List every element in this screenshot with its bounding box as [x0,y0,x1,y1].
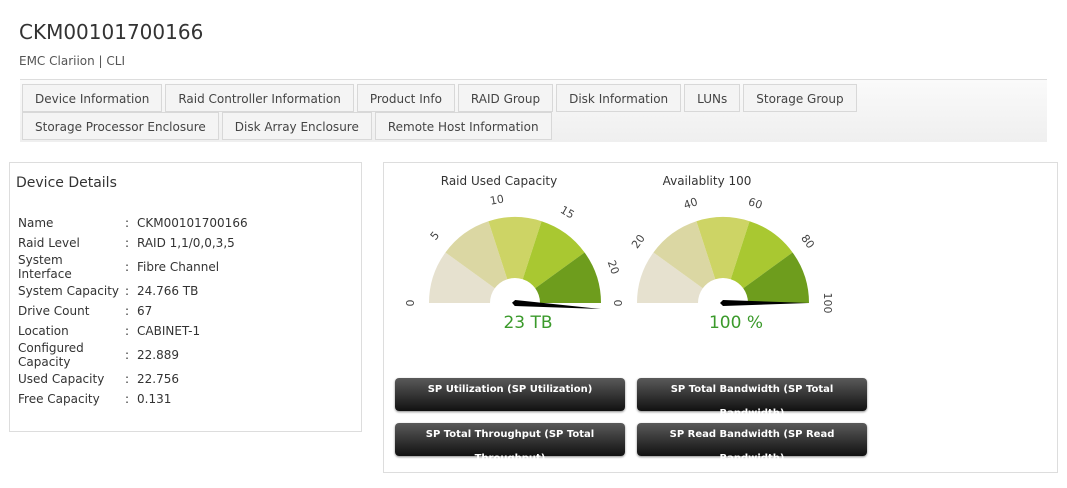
detail-separator: : [125,348,130,362]
tab[interactable]: Remote Host Information [374,112,552,140]
tab[interactable]: Product Info [356,84,455,112]
detail-row: Drive Count:67 [18,301,248,321]
gauge-title: Availablity 100 [663,174,752,188]
detail-separator: : [125,372,130,386]
detail-row: System Capacity:24.766 TB [18,281,248,301]
gauge-tick-label: 0 [404,300,417,307]
gauge-tick-label: 10 [489,192,505,207]
gauges-panel: Raid Used Capacity 0 5 10 15 20 23 TB Availabli… [383,162,1058,473]
detail-label-cell: Name [18,213,125,233]
detail-separator: : [125,324,130,338]
gauge-tick-label: 20 [629,232,648,251]
tab[interactable]: LUNs [684,84,741,112]
action-button[interactable]: SP Total Bandwidth (SP Total Bandwidth) [637,378,867,419]
gauge-tick-label: 20 [605,258,622,276]
detail-separator: : [125,304,130,318]
detail-label-cell: Location [18,321,125,341]
detail-label: Used Capacity [18,372,105,386]
detail-row: System Interface: Fibre Channel [18,253,248,281]
gauge-tick-label: 40 [682,195,699,212]
detail-value: CKM00101700166 [137,216,248,230]
detail-value: 24.766 TB [137,284,199,298]
detail-label-cell: System Interface [18,253,125,281]
device-title: CKM00101700166 [19,20,204,44]
detail-label: Name [18,216,54,230]
gauge-tick-label: 5 [428,229,442,243]
detail-label: Configured Capacity [18,341,84,369]
detail-separator: : [125,236,130,250]
gauges: Raid Used Capacity 0 5 10 15 20 23 TB Availabli… [404,174,834,333]
detail-value: 22.889 [137,348,179,362]
detail-row: Location: CABINET-1 [18,321,248,341]
detail-label-cell: Drive Count [18,301,125,321]
panel-title: Device Details [16,175,117,191]
tab[interactable]: Disk Information [556,84,682,112]
gauge-band [653,221,716,289]
detail-separator: : [125,216,130,230]
detail-row: Name: CKM00101700166 [18,213,248,233]
detail-row: Used Capacity:22.756 [18,369,248,389]
detail-value: RAID 1,1/0,0,3,5 [137,236,235,250]
detail-row: Free Capacity:0.131 [18,389,248,409]
device-subtitle: EMC Clariion | CLI [19,54,126,68]
tab[interactable]: Device Information [22,84,163,112]
detail-label-cell: Used Capacity [18,369,125,389]
tab[interactable]: Storage Processor Enclosure [22,112,219,140]
gauge-band [522,221,585,289]
device-details-panel: Device Details Name: CKM00101700166 Raid L… [9,162,362,432]
detail-value: 67 [137,304,153,318]
detail-value: Fibre Channel [137,260,220,274]
detail-label-cell: Free Capacity [18,389,125,409]
detail-separator: : [125,260,130,274]
gauge-tick-label: 60 [747,195,764,212]
detail-value: 22.756 [137,372,179,386]
details-table: Name: CKM00101700166 Raid Level: RAID 1,1/0… [18,213,248,409]
gauge-band [445,221,508,289]
detail-value: CABINET-1 [137,324,201,338]
tab[interactable]: Raid Controller Information [165,84,354,112]
detail-separator: : [125,392,130,406]
gauge-needle [512,300,601,309]
tab[interactable]: Disk Array Enclosure [221,112,372,140]
detail-label-cell: Raid Level [18,233,125,253]
gauge-band [429,252,495,303]
detail-value: 0.131 [137,392,172,406]
gauge-band [637,252,703,303]
gauge-value-label: 23 TB [503,313,552,333]
detail-row: Configured Capacity:22.889 [18,341,248,369]
detail-label: System Capacity [18,284,120,298]
action-button[interactable]: SP Read Bandwidth (SP Read Bandwidth) [637,423,867,464]
tabs: Device Information Raid Controller Inform… [22,84,1022,140]
detail-label-cell: Configured Capacity [18,341,125,369]
detail-label: Free Capacity [18,392,100,406]
detail-label: Location [18,324,69,338]
gauge-band [696,217,750,280]
detail-label-cell: System Capacity [18,281,125,301]
action-button[interactable]: SP Utilization (SP Utilization) [395,378,625,411]
gauge-needle [720,300,809,306]
gauge-title: Raid Used Capacity [441,174,557,188]
gauge-value-label: 100 % [709,313,763,333]
detail-label: System Interface [18,253,72,281]
gauge-tick-label: 15 [558,203,577,221]
detail-label: Raid Level [18,236,80,250]
gauge-tick-label: 100 [821,293,834,314]
detail-label: Drive Count [18,304,90,318]
tab[interactable]: RAID Group [457,84,554,112]
gauge-band [488,217,542,280]
gauge-band [730,221,793,289]
gauge-tick-label: 80 [798,232,817,251]
gauge-band [535,252,601,303]
detail-row: Raid Level: RAID 1,1/0,0,3,5 [18,233,248,253]
action-button[interactable]: SP Total Throughput (SP Total Throughput… [395,423,625,464]
gauge-tick-label: 0 [612,300,625,307]
gauge-band [743,252,809,303]
detail-separator: : [125,284,130,298]
tab[interactable]: Storage Group [743,84,857,112]
